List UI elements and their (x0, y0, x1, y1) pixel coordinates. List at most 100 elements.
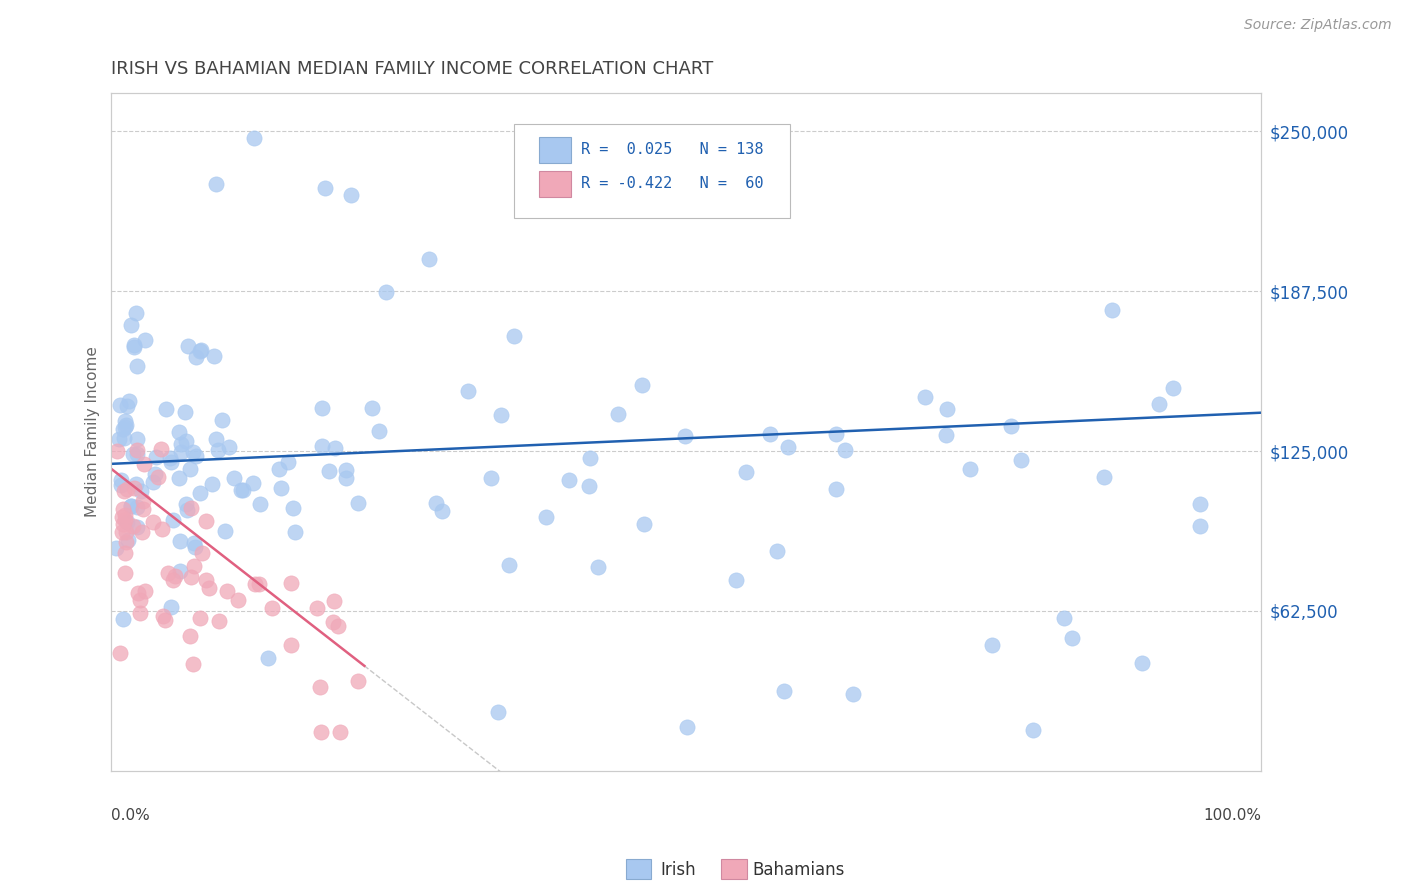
Point (114, 546, 136, 560)
Point (981, 638, 1004, 652)
Point (1022, 723, 1045, 737)
Point (1161, 381, 1184, 395)
Point (222, 471, 245, 485)
Text: Bahamians: Bahamians (752, 861, 845, 879)
Point (169, 565, 191, 579)
Point (1188, 497, 1211, 511)
Point (825, 482, 848, 496)
Point (202, 349, 225, 363)
Point (117, 399, 139, 413)
Point (249, 497, 271, 511)
Point (111, 612, 134, 626)
Point (112, 502, 135, 516)
Point (280, 639, 302, 653)
Point (132, 458, 155, 472)
Point (125, 306, 148, 320)
Point (120, 499, 142, 513)
Point (1053, 611, 1076, 625)
Point (181, 657, 204, 672)
Point (243, 131, 266, 145)
Point (243, 577, 266, 591)
Point (184, 350, 207, 364)
Text: IRISH VS BAHAMIAN MEDIAN FAMILY INCOME CORRELATION CHART: IRISH VS BAHAMIAN MEDIAN FAMILY INCOME C… (111, 60, 714, 78)
Point (1188, 519, 1211, 533)
Point (125, 359, 148, 374)
FancyBboxPatch shape (538, 171, 571, 197)
Point (311, 439, 333, 453)
Point (115, 515, 138, 529)
Point (308, 680, 330, 694)
Point (179, 461, 201, 475)
Point (108, 432, 131, 446)
Point (114, 414, 136, 428)
Text: R =  0.025   N = 138: R = 0.025 N = 138 (581, 143, 763, 158)
Point (174, 434, 197, 449)
Point (262, 601, 284, 615)
Point (360, 401, 382, 416)
Point (778, 440, 800, 454)
Point (841, 687, 863, 701)
Point (724, 573, 747, 587)
Point (1010, 453, 1032, 467)
Text: Source: ZipAtlas.com: Source: ZipAtlas.com (1244, 18, 1392, 32)
Point (318, 464, 340, 478)
Point (122, 340, 145, 354)
Point (157, 566, 180, 580)
Point (311, 401, 333, 415)
Point (159, 450, 181, 465)
FancyBboxPatch shape (513, 123, 790, 219)
Point (1149, 397, 1171, 411)
Point (114, 566, 136, 581)
Point (112, 431, 135, 445)
Point (179, 629, 201, 643)
Point (186, 449, 208, 463)
Point (122, 481, 145, 495)
Point (191, 546, 214, 560)
Point (125, 519, 148, 533)
Point (111, 516, 134, 531)
Point (207, 442, 229, 457)
Point (673, 429, 696, 443)
Point (578, 479, 600, 493)
Point (232, 483, 254, 497)
Point (375, 285, 398, 299)
Point (104, 541, 127, 556)
Point (162, 574, 184, 588)
Point (558, 473, 581, 487)
Point (125, 443, 148, 458)
Text: R = -0.422   N =  60: R = -0.422 N = 60 (581, 177, 763, 192)
Point (114, 420, 136, 434)
Point (188, 343, 211, 358)
Point (735, 465, 758, 479)
Point (107, 444, 129, 458)
Point (169, 436, 191, 450)
Point (326, 618, 349, 632)
Point (204, 177, 226, 191)
Point (914, 390, 936, 404)
Point (153, 613, 176, 627)
Point (194, 573, 217, 587)
Point (152, 609, 174, 624)
Point (591, 134, 613, 148)
Point (284, 524, 307, 539)
Point (335, 463, 357, 477)
Point (368, 424, 391, 438)
Point (118, 394, 141, 409)
Point (180, 570, 202, 584)
Point (457, 384, 479, 398)
Point (125, 447, 148, 461)
Point (146, 470, 169, 484)
Point (115, 418, 138, 433)
Point (247, 577, 270, 591)
Point (162, 513, 184, 527)
Point (208, 614, 231, 628)
Point (143, 467, 166, 482)
Point (129, 593, 152, 607)
Point (117, 533, 139, 548)
Point (631, 377, 654, 392)
Point (536, 510, 558, 524)
Point (759, 427, 782, 442)
Point (329, 725, 352, 739)
Point (1062, 631, 1084, 645)
Point (125, 477, 148, 491)
